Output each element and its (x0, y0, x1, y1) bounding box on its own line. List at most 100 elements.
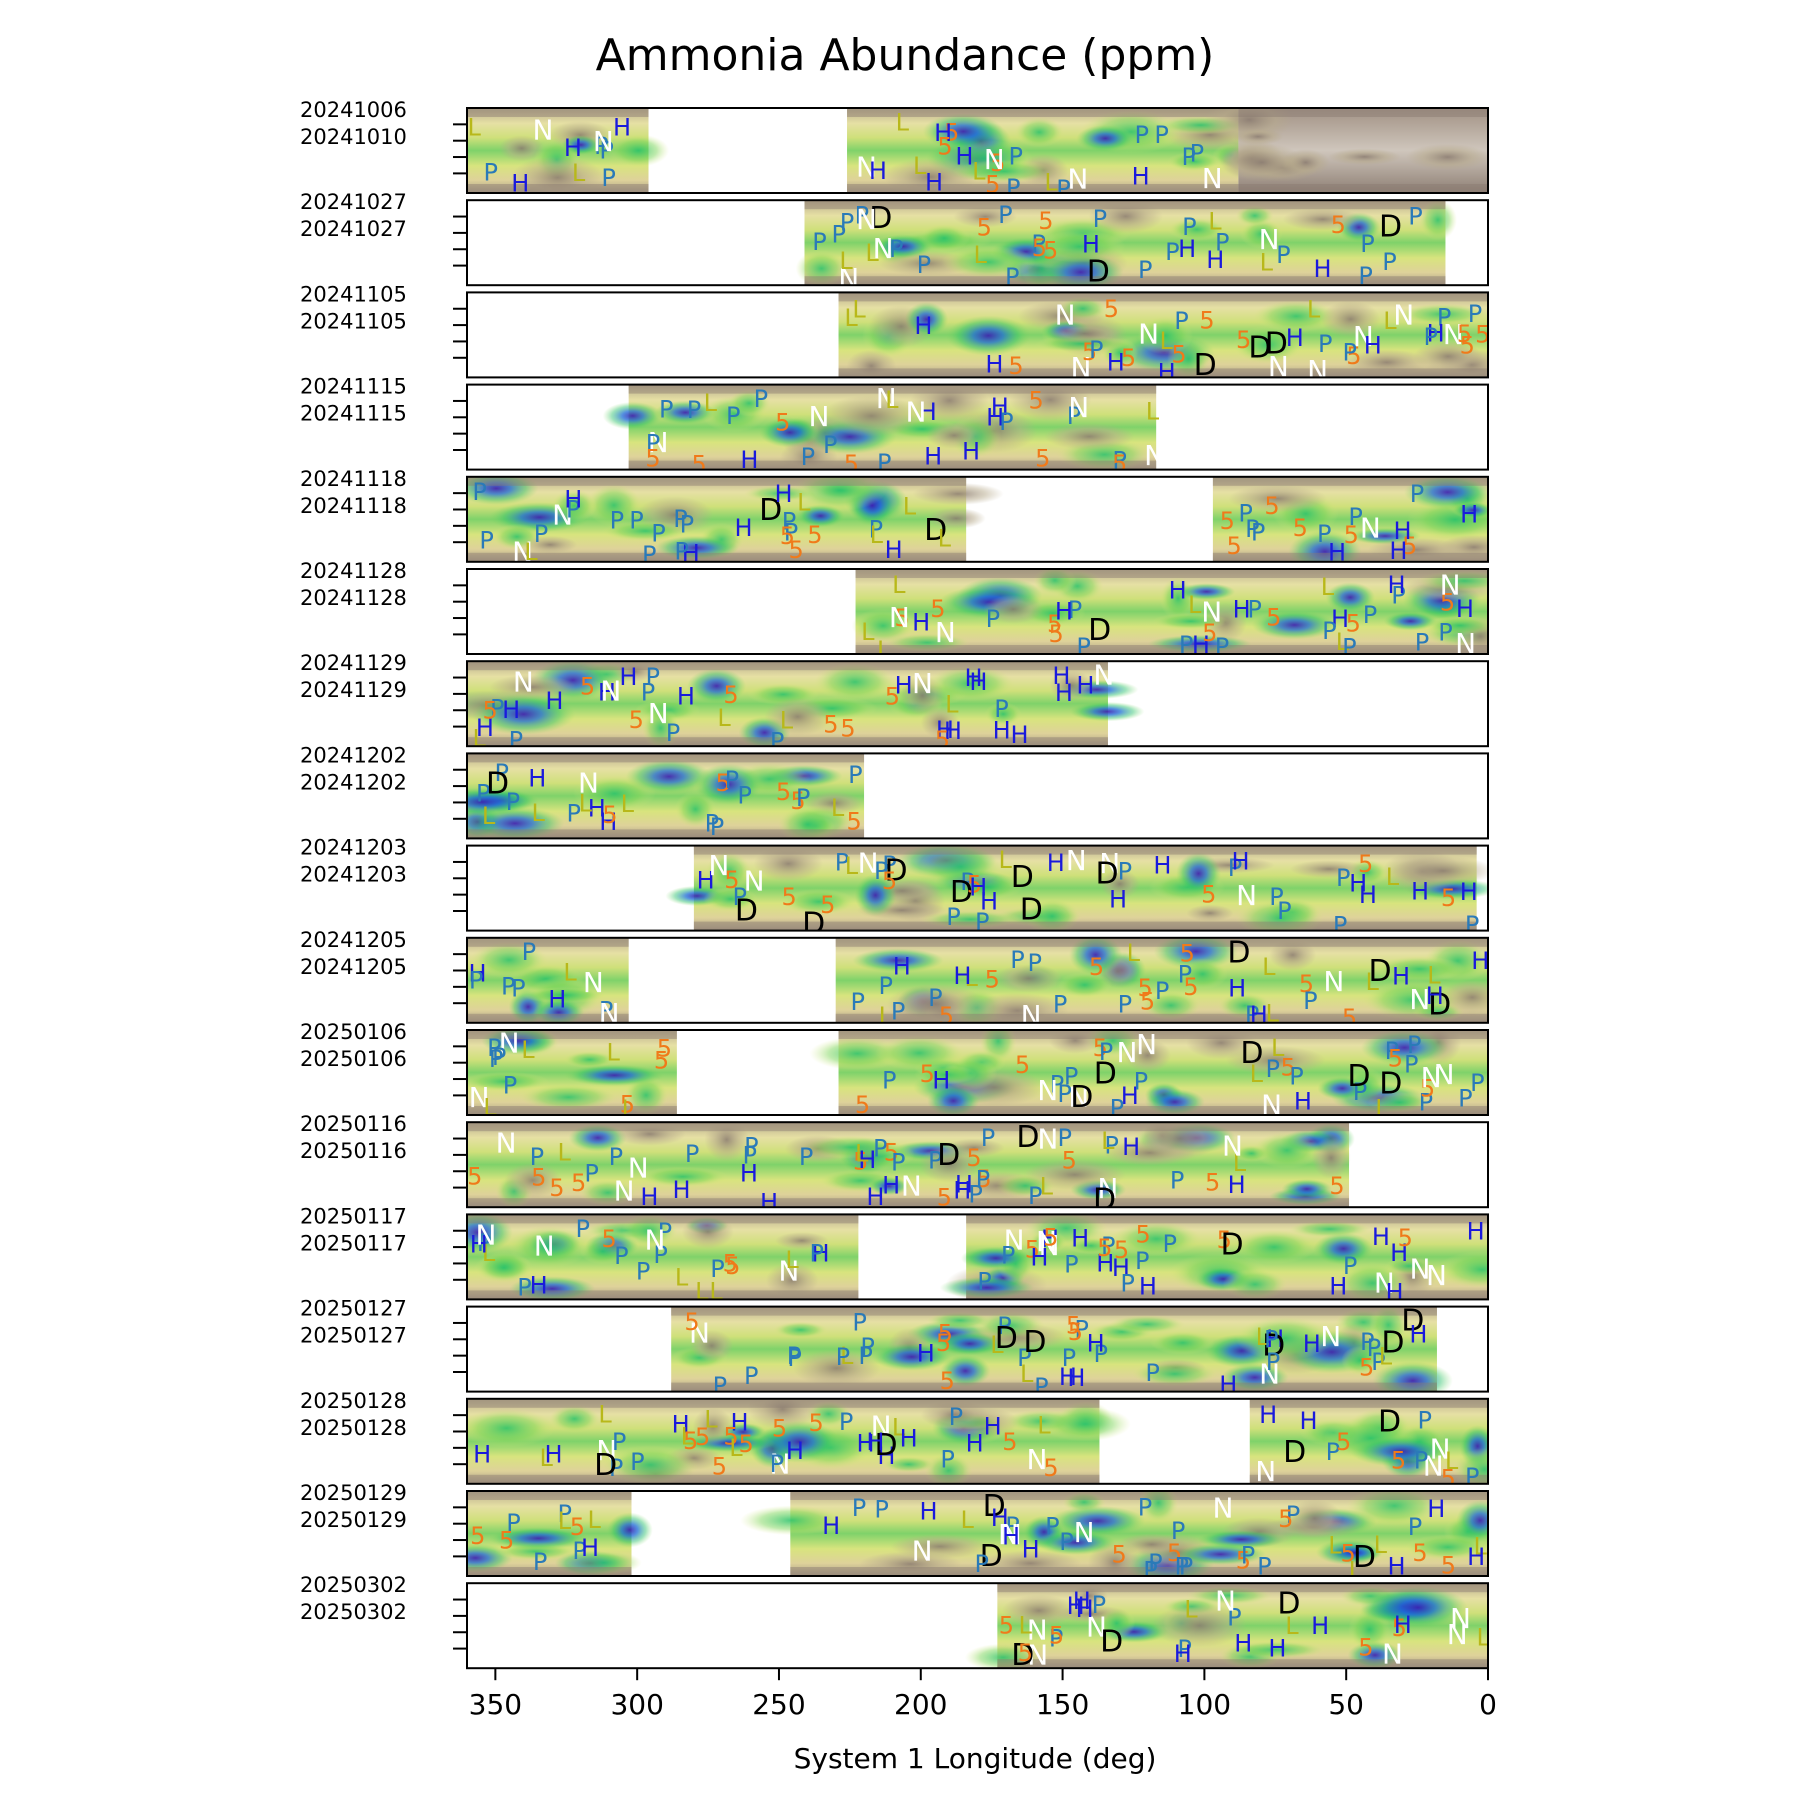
marker-5: 5 (885, 683, 900, 711)
marker-P: P (981, 1124, 995, 1152)
marker-H: H (1174, 1640, 1192, 1668)
marker-P: P (1178, 960, 1192, 988)
panel-frame (466, 936, 1489, 1024)
marker-5: 5 (1002, 1428, 1017, 1456)
marker-H: H (912, 609, 930, 637)
marker-P: P (1174, 307, 1188, 335)
marker-5: 5 (723, 1250, 738, 1278)
marker-N: N (1086, 1611, 1107, 1644)
marker-5: 5 (820, 891, 835, 919)
marker-5: 5 (1392, 1614, 1407, 1642)
marker-H: H (1041, 1225, 1059, 1253)
marker-N: N (1360, 511, 1381, 544)
panel-date-top: 20241128 (300, 559, 407, 583)
marker-5: 5 (1062, 1147, 1077, 1175)
marker-5: 5 (1299, 970, 1314, 998)
marker-5: 5 (776, 778, 791, 806)
marker-P: P (869, 515, 883, 543)
marker-P: P (1163, 1230, 1177, 1258)
marker-H: H (1158, 358, 1176, 386)
marker-D: D (1088, 613, 1111, 648)
marker-D: D (924, 513, 947, 548)
marker-P: P (1437, 304, 1451, 332)
marker-N: N (906, 396, 927, 429)
marker-P: P (1138, 1493, 1152, 1521)
marker-N: N (1320, 1320, 1341, 1353)
marker-H: H (866, 1183, 884, 1211)
marker-P: P (1465, 1463, 1479, 1491)
marker-H: H (1052, 662, 1070, 690)
marker-P: P (1215, 633, 1229, 661)
marker-H: H (1055, 679, 1073, 707)
marker-N: N (1037, 1074, 1058, 1107)
marker-P: P (1391, 581, 1405, 609)
marker-5: 5 (601, 1225, 616, 1253)
x-tick-label: 100 (1178, 1688, 1231, 1721)
marker-5: 5 (939, 1002, 954, 1030)
marker-5: 5 (1266, 603, 1281, 631)
marker-5: 5 (772, 1414, 787, 1442)
marker-L: L (861, 618, 875, 646)
marker-L: L (539, 1444, 553, 1472)
marker-P: P (1241, 1542, 1255, 1570)
marker-H: H (677, 682, 695, 710)
marker-5: 5 (724, 866, 739, 894)
panel-frame (466, 1029, 1489, 1116)
marker-H: H (740, 446, 758, 474)
marker-5: 5 (645, 444, 660, 472)
marker-N: N (1213, 1491, 1234, 1524)
marker-P: P (492, 1043, 506, 1071)
marker-5: 5 (1183, 973, 1198, 1001)
marker-P: P (1034, 1373, 1048, 1401)
panel-date-bottom: 20250129 (300, 1508, 407, 1532)
marker-5: 5 (716, 769, 731, 797)
marker-P: P (612, 1428, 626, 1456)
marker-P: P (1093, 205, 1107, 233)
marker-P: P (1068, 596, 1082, 624)
marker-P: P (1245, 515, 1259, 543)
marker-P: P (490, 694, 504, 722)
marker-5: 5 (1008, 352, 1023, 380)
marker-5: 5 (780, 522, 795, 550)
marker-P: P (836, 1343, 850, 1371)
marker-D: D (1262, 1329, 1285, 1364)
marker-H: H (1456, 595, 1474, 623)
panel-date-bottom: 20241205 (300, 955, 407, 979)
marker-P: P (1385, 1037, 1399, 1065)
marker-5: 5 (549, 1174, 564, 1202)
marker-N: N (1055, 299, 1076, 332)
marker-H: H (1294, 1087, 1312, 1115)
panel-frame (466, 475, 1489, 563)
marker-D: D (1265, 327, 1288, 362)
marker-P: P (472, 478, 486, 506)
marker-H: H (900, 1424, 918, 1452)
marker-H: H (991, 393, 1009, 421)
marker-P: P (1028, 1182, 1042, 1210)
marker-P: P (1251, 518, 1265, 546)
marker-N: N (744, 864, 765, 897)
marker-N: N (1430, 1433, 1451, 1466)
marker-5: 5 (712, 1452, 727, 1480)
marker-D: D (869, 201, 892, 236)
marker-P: P (557, 1500, 571, 1528)
marker-P: P (1067, 402, 1081, 430)
panel-date-top: 20241202 (300, 743, 407, 767)
marker-P: P (832, 220, 846, 248)
marker-P: P (787, 1344, 801, 1372)
marker-5: 5 (1111, 1540, 1126, 1568)
marker-H: H (1300, 1407, 1318, 1435)
marker-H: H (1314, 255, 1332, 283)
marker-N: N (708, 849, 729, 882)
marker-P: P (799, 1143, 813, 1171)
marker-H: H (1067, 1592, 1085, 1620)
marker-L: L (844, 304, 858, 332)
marker-L: L (1188, 591, 1202, 619)
